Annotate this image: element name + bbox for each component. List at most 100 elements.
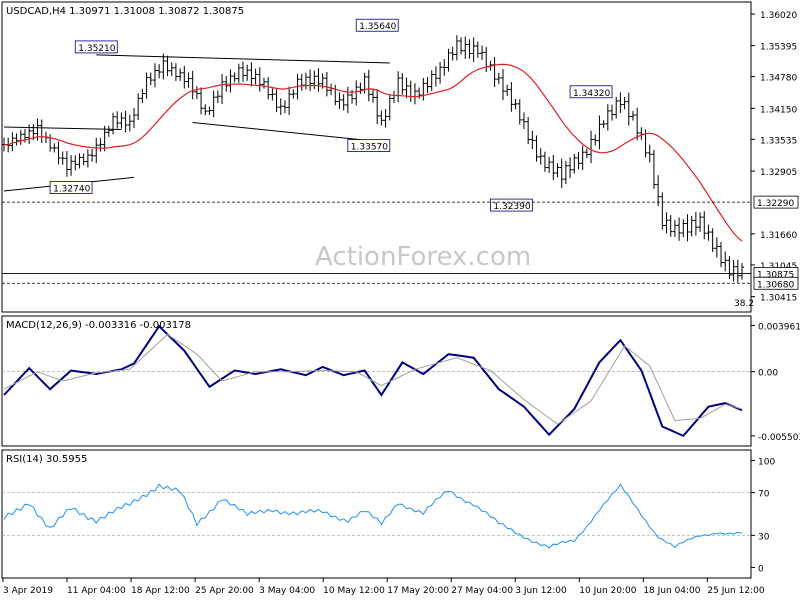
ohlc-bar (450, 46, 455, 61)
ohlc-bar (123, 110, 128, 133)
ohlc-bar (454, 35, 459, 61)
ohlc-bar (668, 215, 673, 237)
x-tick-label: 10 May 12:00 (323, 586, 385, 596)
ohlc-bar (597, 115, 602, 150)
ohlc-bar (677, 217, 682, 241)
ohlc-bar (316, 68, 321, 92)
ohlc-bar (186, 72, 191, 88)
ohlc-bar (459, 37, 464, 55)
ohlc-bar (253, 68, 258, 85)
ohlc-bar (719, 241, 724, 268)
x-tick-label: 25 Jun 12:00 (707, 586, 764, 596)
ohlc-bar (81, 153, 86, 166)
ohlc-bar (622, 96, 627, 110)
price-annotation-box (347, 139, 391, 152)
x-tick-label: 3 May 04:00 (259, 586, 315, 596)
ohlc-bar (467, 39, 472, 59)
ohlc-bar (228, 69, 233, 93)
ohlc-bar (178, 68, 183, 81)
ohlc-bar (127, 114, 132, 132)
ohlc-bar (152, 63, 157, 88)
price-tick-label: 1.33535 (760, 136, 797, 146)
ohlc-bar (471, 37, 476, 62)
x-tick-label: 27 May 04:00 (451, 586, 513, 596)
ohlc-bar (383, 109, 388, 128)
ohlc-bar (593, 134, 598, 146)
price-annotation-box (489, 198, 533, 212)
ohlc-bar (282, 100, 287, 114)
ohlc-bar (173, 63, 178, 82)
ohlc-bar (509, 82, 514, 112)
macd-line (3, 324, 743, 438)
ohlc-bar (215, 90, 220, 104)
ohlc-bar (538, 148, 543, 165)
ohlc-bar (463, 36, 468, 59)
ohlc-bar (148, 72, 153, 86)
ohlc-bar (723, 251, 728, 272)
ohlc-bar (576, 151, 581, 170)
ohlc-bar (480, 45, 485, 61)
ohlc-bar (542, 151, 547, 172)
ohlc-bar (500, 69, 505, 100)
ohlc-bar (27, 124, 32, 145)
price-tick-label: 1.35395 (760, 43, 797, 53)
price-tick-label: 1.31045 (760, 262, 797, 272)
ohlc-bar (446, 48, 451, 72)
ohlc-bar (551, 154, 556, 181)
macd-tick-label: -0.005503 (758, 433, 800, 443)
ohlc-bar (572, 153, 577, 174)
ohlc-bar (702, 211, 707, 240)
level-box (753, 276, 799, 290)
rsi-tick-label: 70 (758, 490, 770, 500)
rsi-tick-label: 100 (758, 458, 775, 468)
ohlc-bar (115, 111, 120, 129)
macd-header: MACD(12,26,9) -0.003316 -0.003178 (6, 320, 191, 331)
ohlc-bar (102, 125, 107, 152)
macd-tick-label: 0.00 (758, 369, 778, 379)
ohlc-bar (308, 69, 313, 92)
ohlc-bar (69, 155, 74, 176)
price-annotation-box (569, 85, 613, 99)
level-label: 1.30875 (757, 270, 794, 280)
ohlc-bar (64, 151, 69, 177)
ohlc-bar (274, 89, 279, 113)
ohlc-bar (90, 149, 95, 162)
ohlc-bar (140, 88, 145, 104)
ohlc-bar (287, 86, 292, 116)
fib-label: 38.2 (734, 299, 754, 309)
ohlc-bar (106, 125, 111, 137)
ohlc-bar (656, 175, 661, 206)
level-box (753, 195, 799, 209)
ohlc-bar (589, 130, 594, 164)
ohlc-bar (618, 92, 623, 114)
ohlc-bar (534, 135, 539, 162)
ohlc-bar (182, 65, 187, 89)
ohlc-bar (731, 260, 736, 282)
x-tick-label: 25 Apr 20:00 (195, 586, 254, 596)
ohlc-bar (190, 70, 195, 100)
ohlc-bar (232, 72, 237, 83)
ohlc-bar (249, 62, 254, 87)
ohlc-bar (651, 149, 656, 189)
rsi-tick-label: 30 (758, 532, 770, 542)
ohlc-bar (442, 59, 447, 76)
price-tick-label: 1.34150 (760, 105, 797, 115)
ohlc-bar (584, 148, 589, 159)
price-annotation: 1.35640 (359, 22, 396, 32)
ohlc-bar (605, 104, 610, 131)
ohlc-bar (580, 145, 585, 170)
ohlc-bar (635, 107, 640, 141)
ohlc-bar (144, 72, 149, 99)
ohlc-bar (366, 69, 371, 102)
ohlc-bar (324, 72, 329, 97)
ohlc-bar (505, 84, 510, 96)
ohlc-bar (400, 73, 405, 95)
rsi-tick-label: 0 (758, 564, 764, 574)
ohlc-bar (266, 77, 271, 100)
ohlc-bar (521, 112, 526, 130)
ohlc-bar (341, 94, 346, 111)
rsi-pane (1, 449, 752, 579)
ohlc-bar (689, 215, 694, 237)
ohlc-bar (693, 212, 698, 236)
ohlc-bar (526, 116, 531, 145)
